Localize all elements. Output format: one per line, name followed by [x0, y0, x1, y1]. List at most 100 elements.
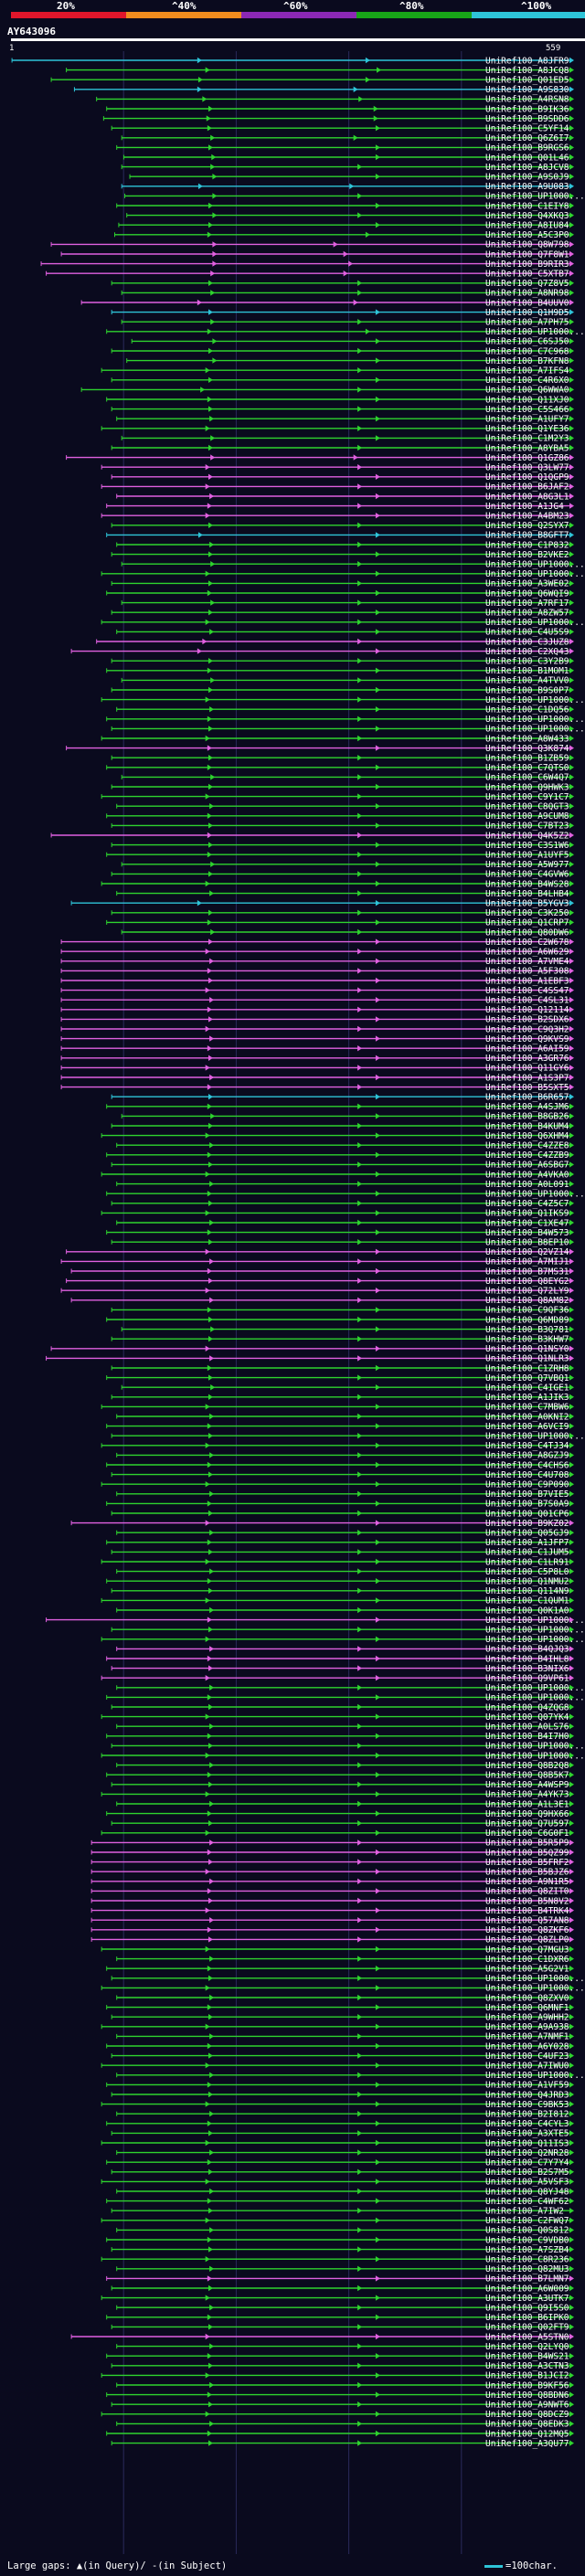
- hit-arrow: [207, 1239, 213, 1246]
- hit-arrow: [207, 396, 212, 403]
- hit-row: UniRef100_C4ZZB9: [106, 1150, 574, 1161]
- hit-arrow: [357, 735, 363, 742]
- hit-label: UniRef100_A3CTN3: [485, 2361, 569, 2371]
- hit-arrow: [375, 1210, 380, 1216]
- hit-arrow: [375, 610, 380, 616]
- hit-arrow: [357, 2284, 363, 2292]
- hit-arrow: [205, 1404, 210, 1410]
- hit-row: UniRef100_C1DXR6: [116, 1955, 574, 1965]
- hit-row: UniRef100_B8GB26: [121, 1112, 574, 1122]
- hit-end-arrow: [569, 2168, 574, 2175]
- hit-row: UniRef100_A1S3P7: [60, 1073, 574, 1083]
- hit-arrow: [375, 1500, 380, 1507]
- hit-label: UniRef100_A1EBF3: [485, 976, 569, 986]
- hit-arrow: [375, 1384, 380, 1391]
- hit-row: UniRef100_C1P832: [116, 540, 574, 550]
- hit-arrow: [375, 938, 380, 945]
- hit-arrow: [357, 2265, 363, 2272]
- hit-arrow: [207, 1471, 213, 1478]
- hit-arrow: [209, 2265, 215, 2272]
- hit-label: UniRef100_A6AI59: [485, 1044, 569, 1055]
- hit-arrow: [207, 919, 212, 926]
- hit-arrow: [375, 745, 380, 751]
- hit-end-arrow: [569, 871, 574, 877]
- hit-label: UniRef100_UP1000...: [485, 1742, 585, 1752]
- hit-end-arrow: [569, 735, 574, 742]
- hit-row: UniRef100_Q7F8W1: [60, 249, 574, 260]
- hit-arrow: [375, 1229, 380, 1235]
- hit-label: UniRef100_C4CHS6: [485, 1460, 569, 1470]
- hit-label: UniRef100_B5FRF2: [485, 1858, 569, 1868]
- hit-arrow: [357, 561, 363, 567]
- hit-arrow: [205, 1636, 210, 1642]
- hit-row: UniRef100_C3JUZ8: [96, 637, 574, 647]
- hit-arrow: [205, 1791, 210, 1797]
- hit-arrow: [207, 551, 213, 557]
- hit-label: UniRef100_C5S466: [485, 405, 569, 415]
- hit-end-arrow: [569, 1326, 574, 1332]
- hit-row: UniRef100_Q1GZ86: [66, 453, 574, 463]
- hit-arrow: [365, 57, 370, 64]
- hit-arrow: [209, 1413, 215, 1420]
- hit-row: UniRef100_UP1000...: [101, 1751, 585, 1761]
- hit-end-arrow: [569, 1558, 574, 1565]
- scale-tick-20: 20%: [57, 0, 75, 12]
- hit-arrow: [212, 212, 218, 218]
- hit-arrow: [357, 1762, 363, 1768]
- hit-row: UniRef100_Q3LW77: [101, 463, 574, 473]
- hit-end-arrow: [569, 105, 574, 112]
- hit-arrow: [357, 2188, 363, 2195]
- hit-arrow: [375, 2101, 380, 2107]
- hit-label: UniRef100_A3UTK7: [485, 2294, 569, 2304]
- hit-label: UniRef100_A1VF59: [485, 2081, 569, 2091]
- hit-row: UniRef100_Q0K1A0: [116, 1606, 574, 1616]
- hit-arrow: [375, 1055, 380, 1061]
- hit-end-arrow: [569, 1665, 574, 1671]
- hit-row: UniRef100_C8QGT3: [116, 802, 574, 812]
- hit-row: UniRef100_Q1NSY0: [50, 1344, 574, 1354]
- hit-arrow: [207, 309, 213, 315]
- hit-arrow: [333, 241, 338, 248]
- hit-row: UniRef100_A7NMF1: [116, 2032, 574, 2042]
- hit-row: UniRef100_A4TVV0: [121, 676, 574, 686]
- hit-arrow: [205, 1675, 210, 1681]
- hit-arrow: [357, 852, 363, 858]
- hit-end-arrow: [569, 1888, 574, 1894]
- hit-row: UniRef100_B4TRK4: [90, 1906, 574, 1916]
- hit-label: UniRef100_A9A938: [485, 2022, 569, 2032]
- hit-label: UniRef100_A7MIJ1: [485, 1257, 569, 1267]
- hit-end-arrow: [569, 1200, 574, 1206]
- hit-end-arrow: [569, 2014, 574, 2020]
- hit-end-arrow: [569, 1703, 574, 1711]
- hit-end-arrow: [569, 580, 574, 587]
- hit-end-arrow: [569, 473, 574, 480]
- hit-label: UniRef100_A5VSF3: [485, 2178, 569, 2188]
- hit-row: UniRef100_C1M2Y3: [121, 434, 574, 444]
- hit-arrow: [357, 193, 363, 199]
- hit-end-arrow: [569, 1926, 574, 1933]
- hit-row: UniRef100_UP1000...: [116, 1683, 585, 1693]
- hit-row: UniRef100_Q4JRD3: [111, 2090, 574, 2100]
- hit-label: UniRef100_B5QZ99: [485, 1848, 569, 1858]
- hit-end-arrow: [569, 2333, 574, 2340]
- hit-arrow: [207, 1316, 213, 1323]
- hit-label: UniRef100_A4TVV0: [485, 676, 569, 686]
- hit-end-arrow: [569, 444, 574, 451]
- hit-arrow: [375, 900, 380, 906]
- hit-arrow: [209, 2072, 215, 2078]
- hit-arrow: [375, 1364, 380, 1372]
- hit-end-arrow: [569, 1810, 574, 1817]
- hit-row: UniRef100_A8W433: [101, 734, 574, 744]
- hit-arrow: [212, 338, 218, 345]
- hit-row: UniRef100_Q114N9: [111, 1586, 574, 1596]
- hit-row: UniRef100_C2FWQ7: [101, 2216, 574, 2226]
- hit-label: UniRef100_A1UYF5: [485, 851, 569, 861]
- hit-label: UniRef100_UP1000...: [485, 1432, 585, 1442]
- hit-arrow: [357, 1936, 363, 1943]
- hit-row: UniRef100_C7QTS0: [106, 763, 574, 773]
- hit-label: UniRef100_Q01L46: [485, 153, 569, 163]
- hit-label: UniRef100_A9S830: [485, 85, 569, 95]
- hit-label: UniRef100_Q01ED5: [485, 76, 569, 86]
- scale-band-green: [356, 12, 472, 18]
- hit-end-arrow: [569, 716, 574, 722]
